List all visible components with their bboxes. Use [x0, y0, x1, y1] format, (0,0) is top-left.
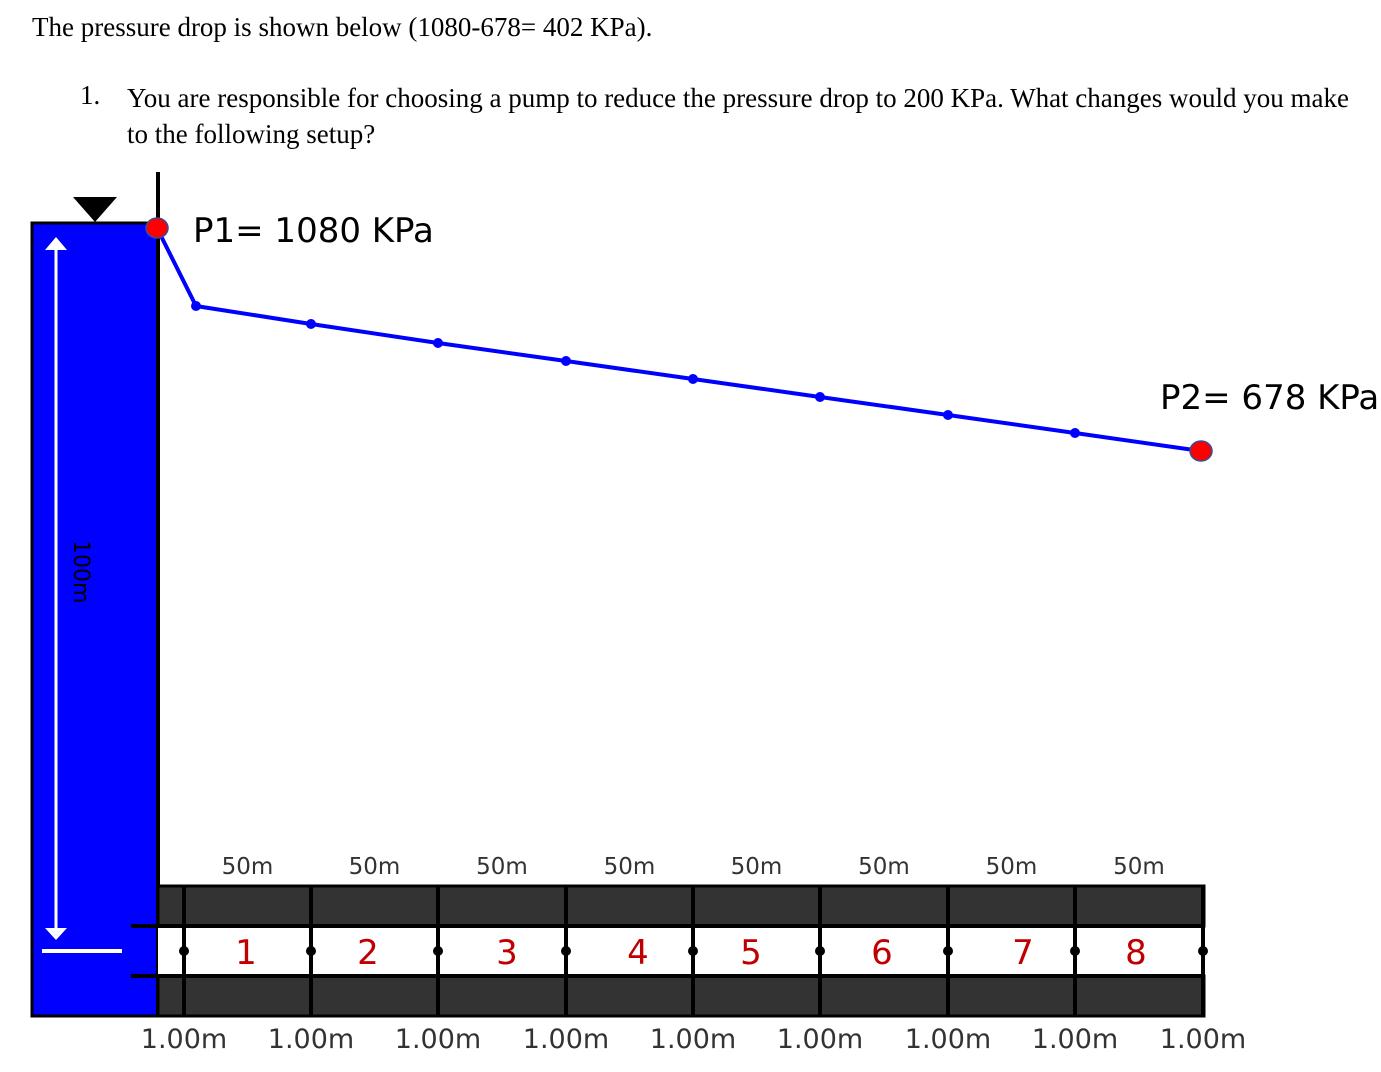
- node-diameter-label: 1.00m: [1160, 1024, 1246, 1055]
- pipe-number: 2: [357, 933, 379, 973]
- intro-text: The pressure drop is shown below (1080-6…: [32, 12, 653, 42]
- node-diameter-label: 1.00m: [650, 1024, 736, 1055]
- p2-label: P2= 678 KPa: [1160, 378, 1379, 418]
- joint-dot: [561, 946, 571, 956]
- joint-dot: [306, 946, 316, 956]
- node-diameter-label: 1.00m: [523, 1024, 609, 1055]
- joint-dot: [943, 946, 953, 956]
- joint-dot: [688, 946, 698, 956]
- segment-length-label: 50m: [476, 854, 528, 880]
- water-tank: [30, 221, 160, 1018]
- segment-length-label: 50m: [986, 854, 1038, 880]
- pressure-point: [815, 392, 825, 402]
- pressure-point: [191, 301, 201, 311]
- height-arrow-icon: [42, 237, 122, 953]
- node-diameter-label: 1.00m: [1032, 1024, 1118, 1055]
- pressure-point: [688, 374, 698, 384]
- pressure-point: [306, 319, 316, 329]
- node-diameter-label: 1.00m: [268, 1024, 354, 1055]
- pressure-line: [155, 227, 1202, 453]
- segment-length-label: 50m: [604, 854, 656, 880]
- pipe-number: 8: [1125, 933, 1147, 973]
- segment-length-label: 50m: [1113, 854, 1165, 880]
- pipe-wall-top: [156, 884, 1206, 928]
- pipe-wall-bottom: [156, 974, 1206, 1018]
- p1-label: P1= 1080 KPa: [193, 211, 434, 251]
- pipe-number: 4: [627, 933, 649, 973]
- pressure-point: [433, 338, 443, 348]
- node-diameter-label: 1.00m: [777, 1024, 863, 1055]
- segment-length-label: 50m: [731, 854, 783, 880]
- node-diameter-label: 1.00m: [905, 1024, 991, 1055]
- segment-length-label: 50m: [349, 854, 401, 880]
- pipe-number: 1: [235, 933, 257, 973]
- pipe-bore: [158, 926, 1204, 976]
- pipe-number: 7: [1012, 933, 1034, 973]
- joint-dot: [1070, 946, 1080, 956]
- pipe-number: 5: [740, 933, 762, 973]
- pipe-number: 6: [871, 933, 893, 973]
- joint-dot: [433, 946, 443, 956]
- question-number: 1.: [80, 80, 101, 110]
- pressure-point: [561, 356, 571, 366]
- pressure-point: [1070, 428, 1080, 438]
- pipe-number: 3: [496, 933, 518, 973]
- joint-dot: [815, 946, 825, 956]
- segment-length-label: 50m: [858, 854, 910, 880]
- node-diameter-label: 1.00m: [395, 1024, 481, 1055]
- p1-point: [145, 217, 169, 239]
- segment-length-label: 50m: [222, 854, 274, 880]
- question-text: You are responsible for choosing a pump …: [127, 83, 1349, 149]
- tank-height-label: 100m: [68, 540, 93, 603]
- water-level-icon: [73, 197, 117, 222]
- p2-point: [1189, 440, 1213, 462]
- joint-dot: [179, 946, 189, 956]
- pressure-point: [943, 410, 953, 420]
- joint-dot: [1198, 946, 1208, 956]
- node-diameter-label: 1.00m: [141, 1024, 227, 1055]
